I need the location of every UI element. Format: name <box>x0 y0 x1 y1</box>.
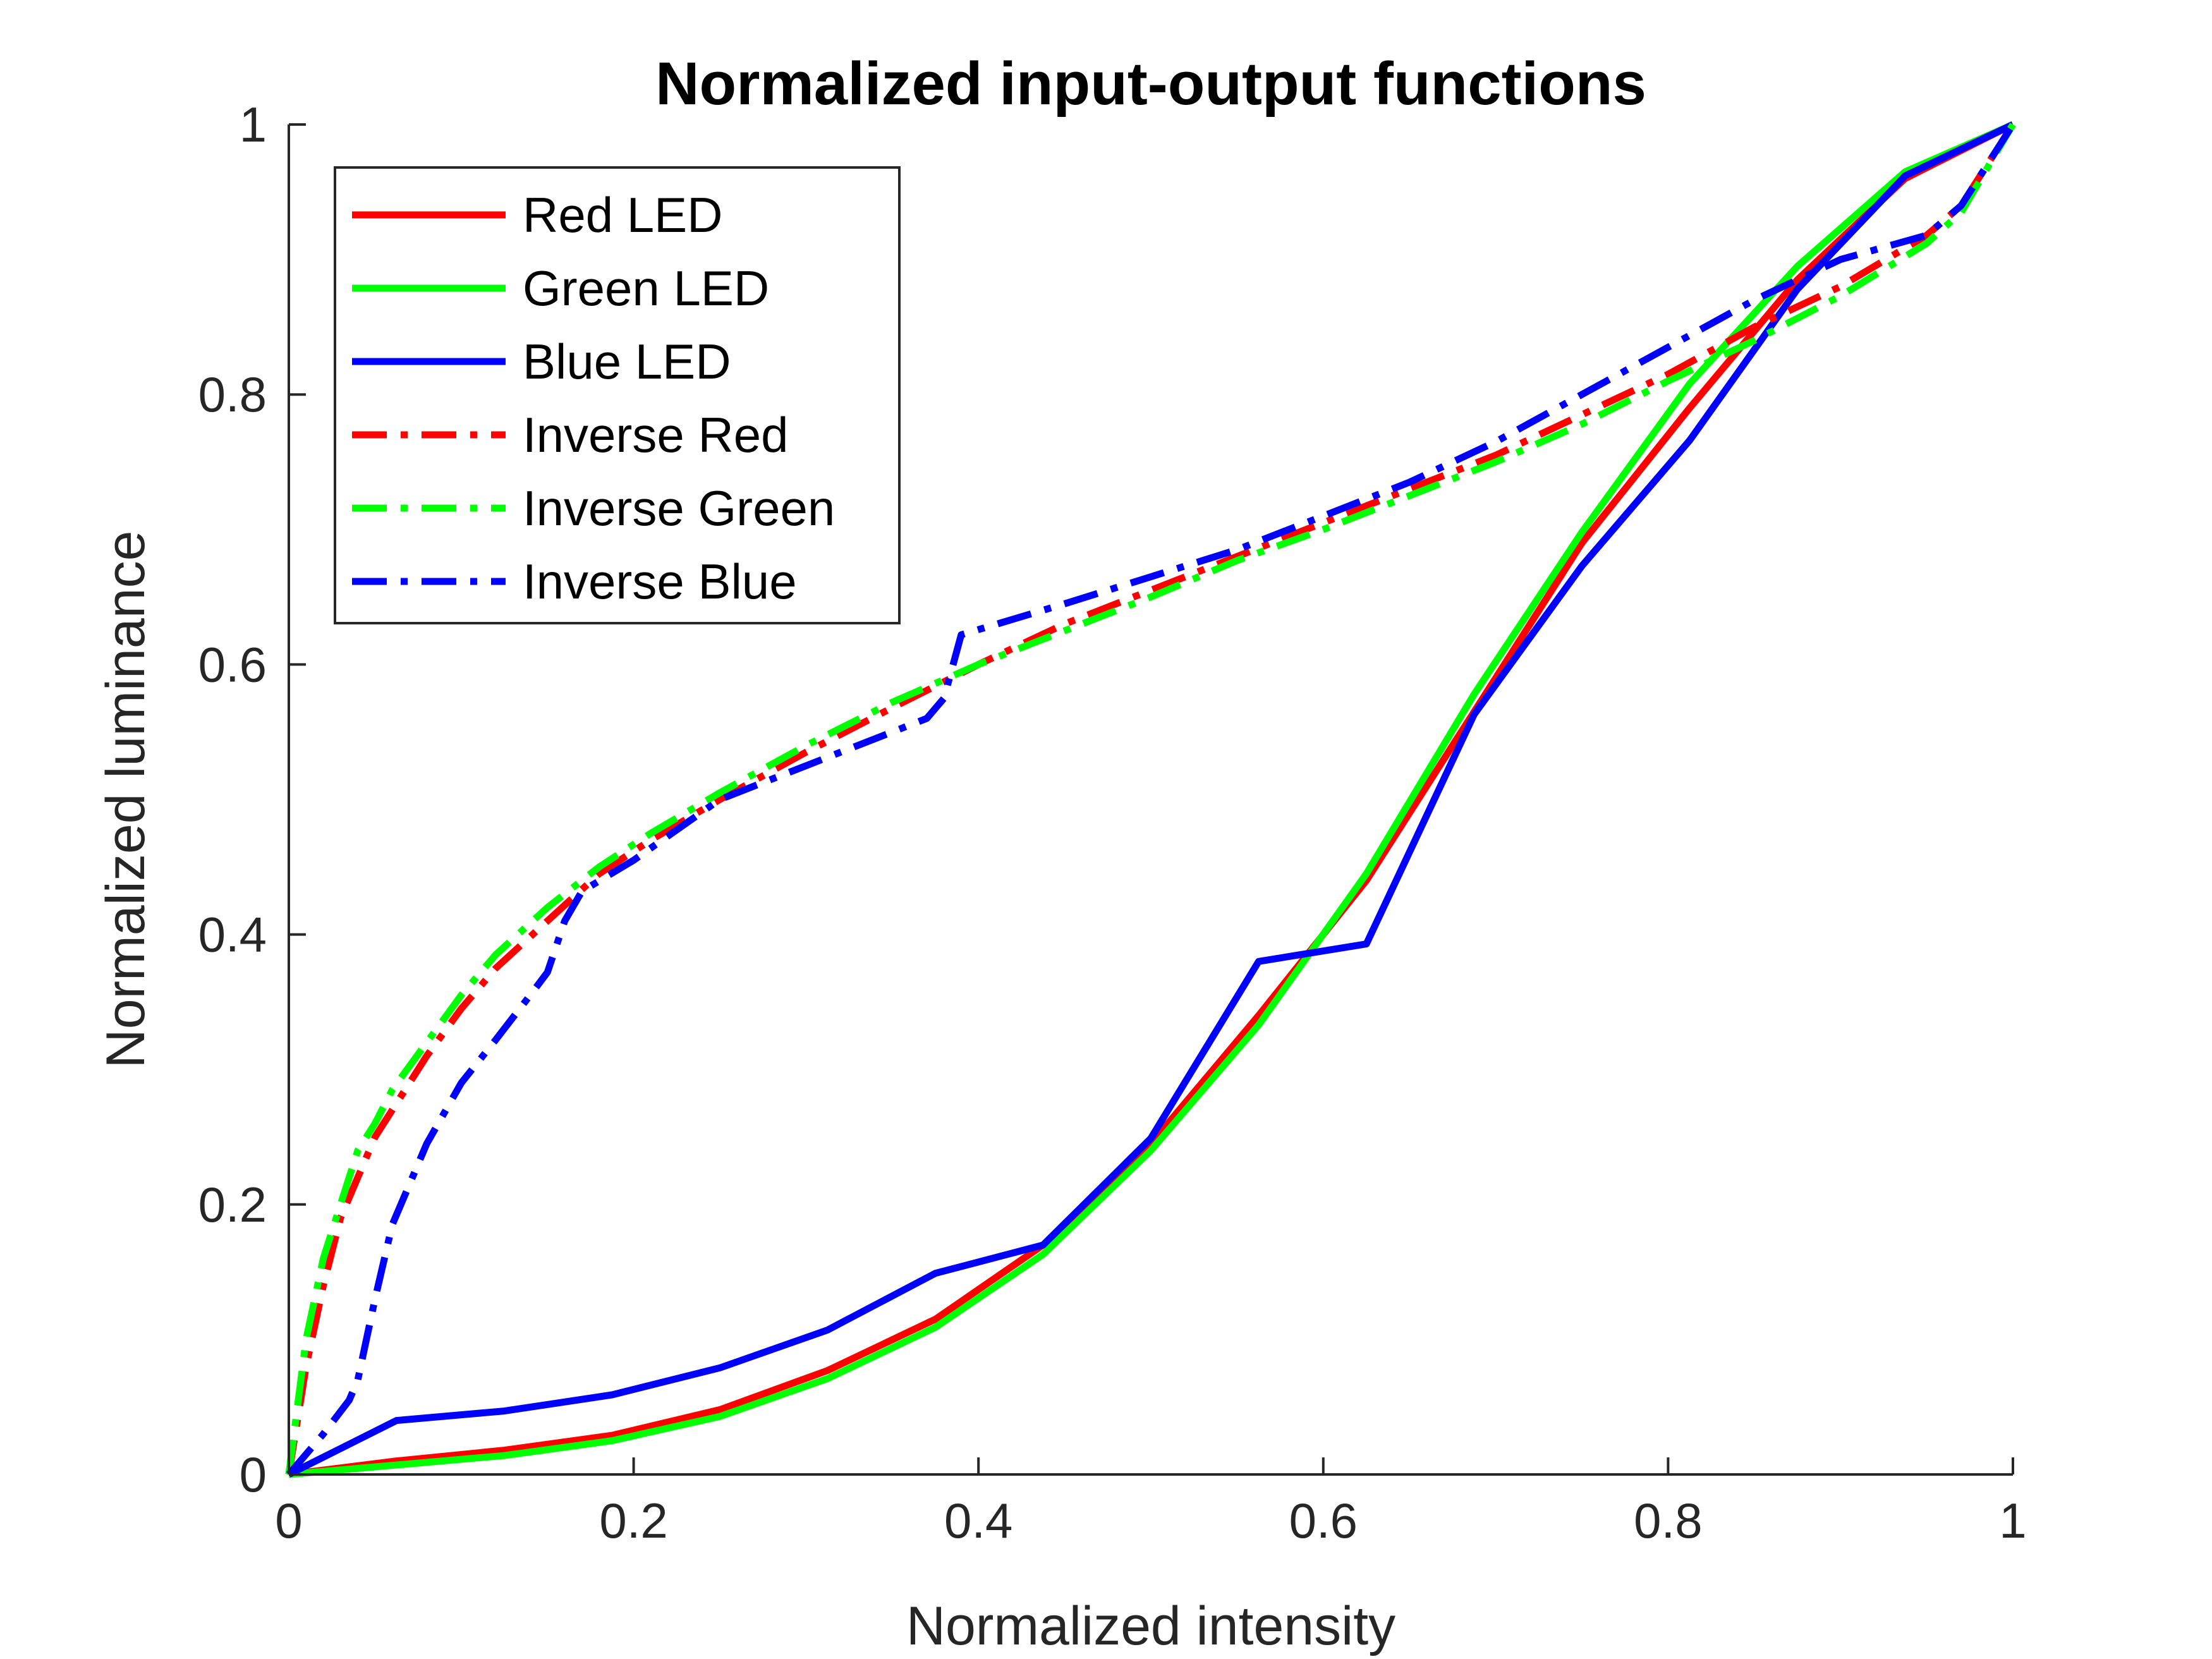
series-line-5 <box>285 123 2016 1475</box>
x-tick-label: 0.6 <box>1289 1493 1358 1548</box>
x-tick-label: 0.4 <box>944 1493 1012 1548</box>
series-line-1 <box>288 121 2015 1478</box>
legend-label: Inverse Green <box>523 480 835 536</box>
legend-label: Red LED <box>523 187 723 243</box>
y-tick-label: 0 <box>240 1447 267 1502</box>
y-axis-label: Normalized luminance <box>95 531 156 1069</box>
x-tick-label: 0.2 <box>599 1493 667 1548</box>
legend-label: Blue LED <box>523 334 731 389</box>
x-tick-label: 0.8 <box>1634 1493 1702 1548</box>
y-tick-label: 0.8 <box>198 367 267 422</box>
y-tick-label: 0.4 <box>198 907 267 963</box>
legend-label: Green LED <box>523 260 769 316</box>
series-line-6 <box>286 123 2016 1477</box>
series-layer <box>285 121 2016 1478</box>
x-tick-label: 0 <box>275 1493 302 1548</box>
legend-label: Inverse Red <box>523 407 789 463</box>
axes-layer: 0 0.2 0.4 0.6 0.8 1 0 0.2 0.4 0.6 0.8 1 <box>198 97 2027 1548</box>
legend-label: Inverse Blue <box>523 554 797 609</box>
series-line-2 <box>288 121 2015 1478</box>
y-tick-label: 0.2 <box>198 1177 267 1232</box>
series-line-4 <box>285 123 2016 1475</box>
y-tick-label: 0.6 <box>198 636 267 692</box>
x-tick-label: 1 <box>1999 1493 2026 1548</box>
x-axis-label: Normalized intensity <box>906 1596 1395 1656</box>
chart-title: Normalized input-output functions <box>655 50 1646 118</box>
legend: Red LED Green LED Blue LED Inverse Red Inver… <box>334 166 901 624</box>
legend-box <box>334 166 901 624</box>
series-line-3 <box>287 121 2015 1478</box>
y-tick-label: 1 <box>240 97 267 152</box>
